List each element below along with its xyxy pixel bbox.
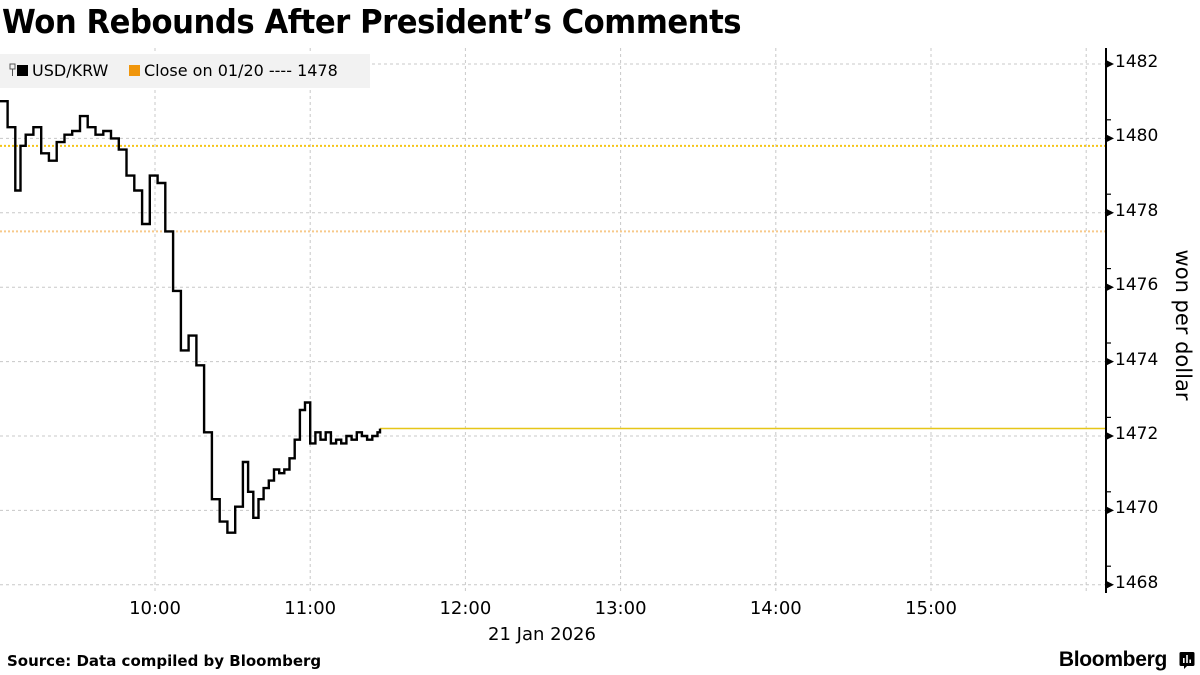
major-tick [1106, 580, 1114, 589]
usdkrw-line [0, 100, 382, 534]
legend-swatch-orange [129, 64, 140, 76]
major-tick [1106, 506, 1114, 515]
major-tick [1106, 283, 1114, 292]
y-tick-1478: 1478 [1115, 200, 1159, 221]
y-tick-1472: 1472 [1115, 424, 1159, 444]
source-note: Source: Data compiled by Bloomberg [7, 652, 322, 670]
major-tick [1106, 208, 1114, 217]
gridlines [0, 48, 1106, 593]
legend-item-usdkrw: USD/KRW [9, 54, 108, 88]
legend: USD/KRW Close on 01/20 ---- 1478 [0, 54, 370, 88]
legend-label-close: Close on 01/20 ---- 1478 [144, 61, 338, 80]
y-tick-1476: 1476 [1115, 275, 1159, 296]
major-tick [1106, 432, 1114, 440]
y-axis [1105, 48, 1114, 593]
x-tick-1500: 15:00 [905, 598, 957, 619]
bloomberg-chart-icon [1179, 652, 1195, 669]
legend-item-close: Close on 01/20 ---- 1478 [129, 54, 338, 88]
bloomberg-logo: Bloomberg [1058, 648, 1167, 671]
x-tick-1100: 11:00 [284, 598, 337, 619]
y-tick-1482: 1482 [1115, 52, 1159, 72]
x-tick-1400: 14:00 [749, 598, 802, 619]
y-tick-1470: 1470 [1115, 498, 1159, 519]
x-tick-1000: 10:00 [129, 598, 181, 619]
legend-swatch-black [17, 64, 28, 76]
x-axis-date: 21 Jan 2026 [488, 624, 596, 645]
y-tick-1480: 1480 [1115, 126, 1159, 147]
legend-label-usdkrw: USD/KRW [32, 61, 109, 80]
reference-lines [0, 144, 1106, 430]
y-tick-1474: 1474 [1115, 349, 1159, 370]
major-tick [1106, 357, 1114, 366]
y-axis-label: won per dollar [1171, 249, 1195, 401]
x-tick-1300: 13:00 [594, 598, 647, 619]
x-tick-1200: 12:00 [439, 598, 492, 619]
major-tick [1106, 134, 1114, 143]
y-tick-1468: 1468 [1115, 572, 1159, 593]
major-tick [1106, 60, 1114, 68]
chart-title: Won Rebounds After President’s Comments [2, 2, 742, 41]
line-series-icon [9, 63, 16, 76]
